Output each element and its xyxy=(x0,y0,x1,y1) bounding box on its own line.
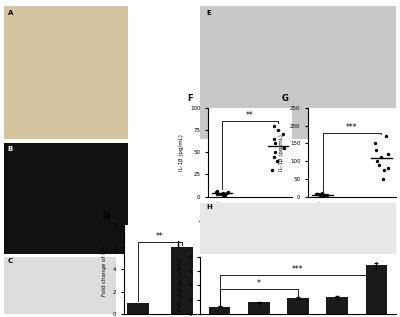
Point xyxy=(377,155,384,160)
Point xyxy=(315,191,322,197)
Point xyxy=(380,176,386,181)
Text: A: A xyxy=(8,10,13,16)
Point xyxy=(314,191,321,196)
Point xyxy=(320,192,326,197)
Text: G: G xyxy=(282,94,288,103)
Point xyxy=(271,123,277,128)
Text: E: E xyxy=(206,10,211,16)
Text: ***: *** xyxy=(346,123,358,132)
Text: ***: *** xyxy=(292,265,304,274)
Text: **: ** xyxy=(246,111,254,120)
Text: F: F xyxy=(187,94,193,103)
Bar xyxy=(209,307,230,314)
Point xyxy=(214,189,220,194)
Point xyxy=(268,167,275,172)
Point xyxy=(319,191,325,196)
Text: *: * xyxy=(257,279,261,288)
Point xyxy=(279,132,286,137)
Point xyxy=(220,191,226,196)
Bar xyxy=(171,247,193,314)
Bar xyxy=(366,265,387,314)
Text: D: D xyxy=(102,212,110,221)
Point xyxy=(225,190,231,195)
Point xyxy=(372,148,379,153)
Point xyxy=(270,136,277,141)
Point xyxy=(318,192,324,197)
Point xyxy=(324,193,330,198)
Point xyxy=(213,190,219,195)
Text: H: H xyxy=(206,204,212,210)
Point xyxy=(374,158,380,164)
Text: I: I xyxy=(176,241,180,250)
Point xyxy=(384,165,391,171)
Point xyxy=(376,162,382,167)
Point xyxy=(385,152,391,157)
Bar xyxy=(287,298,309,314)
Point xyxy=(272,150,279,155)
Y-axis label: IL-1β (pg/mL): IL-1β (pg/mL) xyxy=(179,134,184,171)
Y-axis label: IL-1β (pg/mL): IL-1β (pg/mL) xyxy=(279,134,284,171)
Point xyxy=(222,191,228,197)
Point xyxy=(214,191,220,197)
Point xyxy=(217,191,224,197)
Point xyxy=(372,141,378,146)
Point xyxy=(220,192,226,197)
Bar xyxy=(326,297,348,314)
Point xyxy=(382,134,389,139)
Point xyxy=(274,158,280,164)
Text: B: B xyxy=(8,146,13,152)
Y-axis label: Fold change of EP4: Fold change of EP4 xyxy=(102,243,107,296)
Point xyxy=(222,192,228,197)
Text: C: C xyxy=(7,258,12,264)
Point xyxy=(321,193,327,198)
Point xyxy=(313,192,319,197)
Point xyxy=(316,193,323,198)
Point xyxy=(381,167,387,172)
Point xyxy=(272,141,278,146)
Y-axis label: Fold change of EP4: Fold change of EP4 xyxy=(178,259,183,312)
Point xyxy=(281,145,288,150)
Bar xyxy=(127,303,149,314)
Point xyxy=(224,191,230,196)
Text: **: ** xyxy=(156,232,164,241)
Point xyxy=(271,154,277,159)
Point xyxy=(321,192,327,197)
Point xyxy=(275,127,282,133)
Bar xyxy=(248,302,270,314)
